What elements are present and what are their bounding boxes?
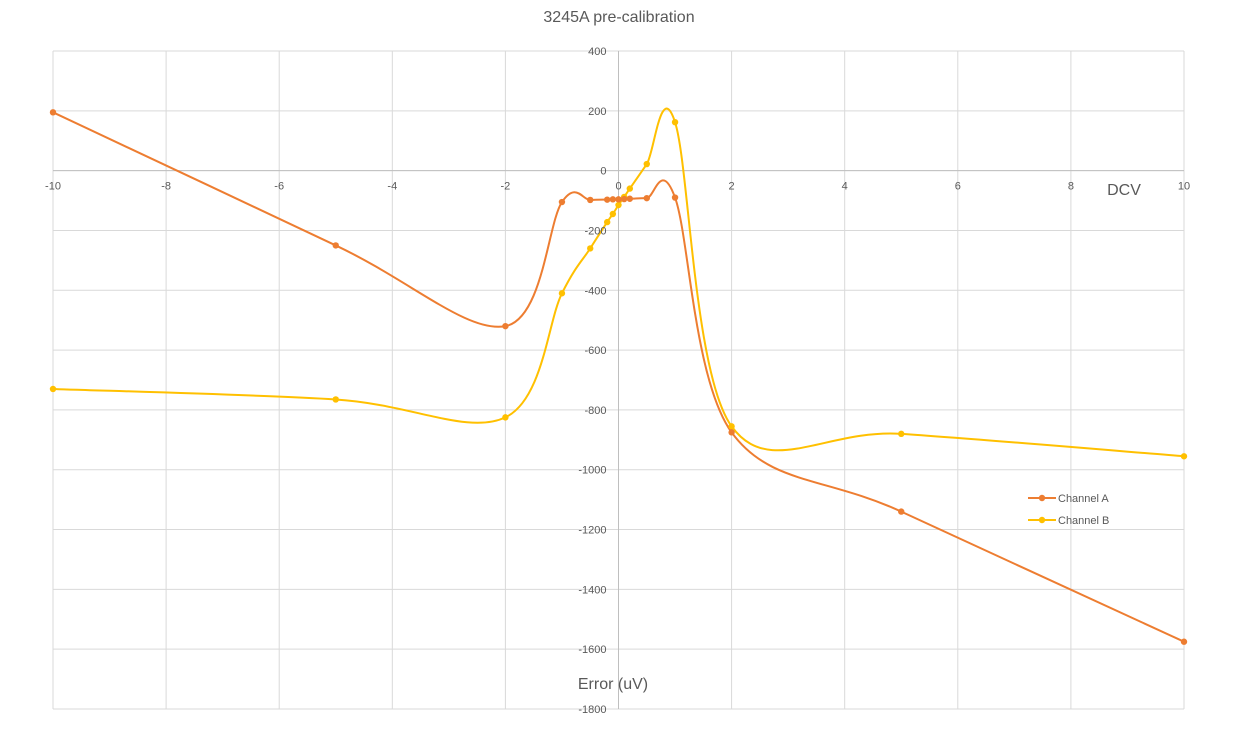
x-tick-label: 8	[1068, 181, 1074, 193]
y-tick-label: -1000	[578, 465, 606, 477]
data-point-channel-a	[558, 198, 566, 206]
data-point-channel-b	[609, 210, 617, 218]
x-tick-label: 2	[729, 181, 735, 193]
legend-label: Channel B	[1058, 515, 1109, 527]
data-point-channel-b	[587, 245, 594, 252]
data-point-channel-b	[332, 396, 339, 403]
chart-title: 3245A pre-calibration	[543, 9, 694, 26]
x-tick-label: -4	[387, 181, 397, 193]
data-point-channel-a	[603, 196, 611, 203]
data-point-channel-b	[1180, 453, 1188, 460]
y-tick-label: -1800	[578, 704, 606, 716]
axes	[53, 51, 1184, 709]
data-point-channel-a	[332, 242, 339, 249]
data-point-channel-a	[615, 196, 622, 203]
y-tick-label: 200	[588, 106, 606, 118]
y-tick-label: 0	[600, 166, 606, 178]
legend-marker	[1038, 494, 1046, 502]
x-tick-label: -6	[274, 181, 284, 193]
data-point-channel-b	[898, 430, 905, 438]
y-axis-title: Error (uV)	[578, 676, 648, 693]
data-point-channel-a	[626, 195, 634, 202]
x-tick-label: 0	[615, 181, 621, 193]
x-axis-title: DCV	[1107, 182, 1141, 199]
data-point-channel-a	[502, 322, 509, 330]
x-tick-label: -2	[501, 181, 511, 193]
data-point-channel-a	[620, 195, 628, 203]
y-tick-label: -1400	[578, 584, 606, 596]
y-tick-label: -1600	[578, 644, 606, 656]
data-point-channel-a	[49, 109, 57, 116]
y-tick-label: -1200	[578, 525, 606, 537]
series-group	[49, 107, 1188, 645]
data-point-channel-a	[671, 194, 679, 201]
y-tick-label: -800	[584, 405, 606, 417]
data-point-channel-b	[49, 385, 57, 393]
y-tick-label: -400	[584, 285, 606, 297]
legend-item-channel-b: Channel B	[1028, 515, 1109, 527]
data-point-channel-a	[1180, 638, 1188, 645]
data-point-channel-b	[558, 290, 566, 297]
data-point-channel-b	[502, 414, 509, 421]
data-point-channel-a	[609, 196, 617, 203]
y-tick-label: -200	[584, 225, 606, 237]
data-point-channel-b	[626, 185, 634, 192]
x-tick-label: -8	[161, 181, 171, 193]
series-line-channel-b	[52, 107, 1185, 458]
data-point-channel-a	[728, 429, 735, 436]
x-tick-label: -10	[45, 181, 61, 193]
x-tick-label: 4	[842, 181, 848, 193]
data-point-channel-b	[728, 423, 735, 430]
data-point-channel-b	[643, 160, 650, 168]
data-point-channel-a	[587, 196, 594, 204]
tick-labels: -10 -8 -6 -4 -2 0 2 4 6 8 10 400 200 0 -200 -400 -600 -80…	[45, 46, 1190, 716]
data-point-channel-a	[643, 194, 650, 202]
legend-marker	[1038, 516, 1046, 524]
legend: Channel A Channel B	[1028, 493, 1109, 527]
data-point-channel-b	[603, 218, 611, 226]
legend-item-channel-a: Channel A	[1028, 493, 1109, 505]
data-point-channel-b	[615, 201, 622, 209]
data-point-channel-b	[671, 118, 679, 126]
y-tick-label: -600	[584, 345, 606, 357]
x-tick-label: 10	[1178, 181, 1190, 193]
legend-label: Channel A	[1058, 493, 1109, 505]
x-tick-label: 6	[955, 181, 961, 193]
data-point-channel-a	[898, 508, 905, 515]
y-tick-label: 400	[588, 46, 606, 58]
